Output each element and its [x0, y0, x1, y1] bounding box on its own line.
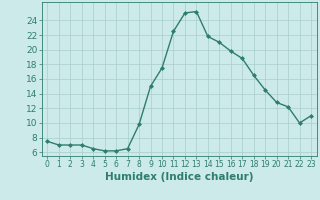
X-axis label: Humidex (Indice chaleur): Humidex (Indice chaleur)	[105, 172, 253, 182]
